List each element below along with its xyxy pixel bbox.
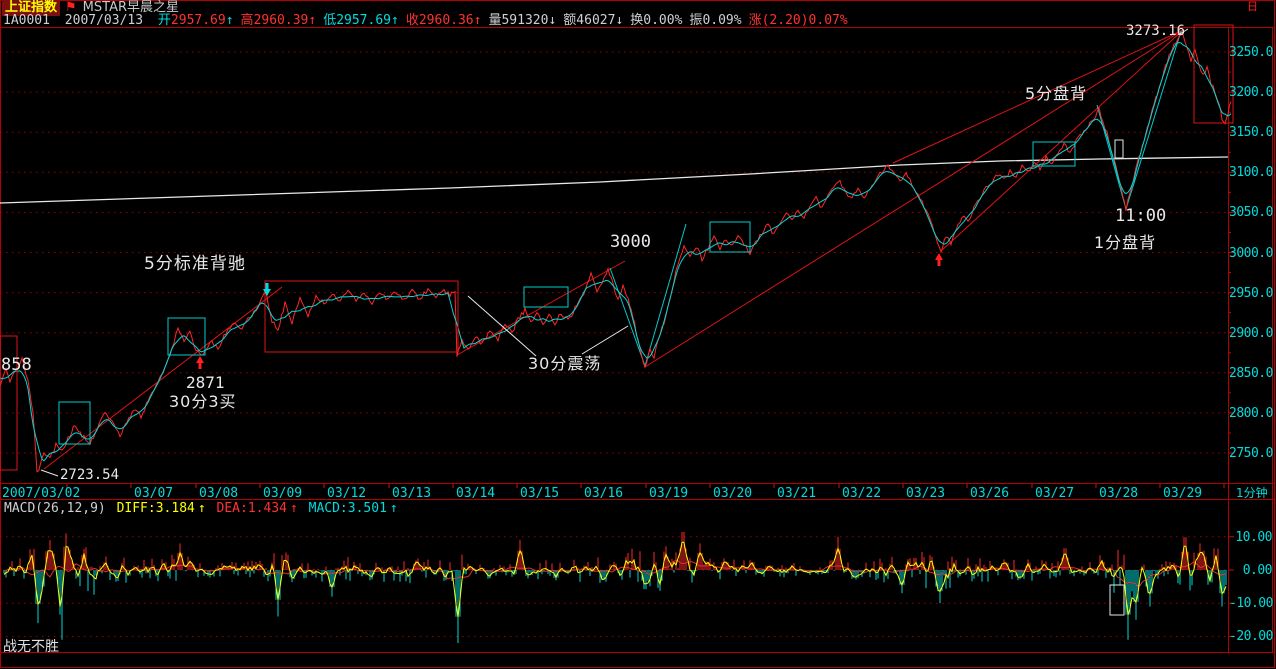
macd-histogram [3,531,1227,643]
symbol-code: 1A0001 [3,13,50,28]
quote-field-amplitude: 振0.09% [689,13,742,28]
down-arrow-icon: ↓ [548,13,557,28]
chart-annotation: 11:00 [1115,206,1167,226]
trend-lines [43,29,1184,470]
down-arrow-icon: ↓ [615,13,624,28]
up-arrow-icon: ↑ [391,13,399,28]
macd-value: MACD:3.501 [308,501,387,516]
annotation-boxes [0,24,1234,616]
up-arrow-icon: ↑ [308,13,317,28]
daily-period-icon[interactable]: 日 [1247,0,1258,13]
price-axis-label: 2900.0 [1229,325,1273,341]
flag-icon: ⚑ [65,0,77,15]
date-axis-label: 03/15 [520,486,560,501]
macd-header: MACD(26,12,9) DIFF:3.184 ↑ DEA:1.434 ↑ MAC… [4,502,401,515]
date-axis-label: 03/28 [1099,486,1139,501]
date-axis-label: 03/16 [584,486,624,501]
date-axis-label: 03/12 [327,486,367,501]
watermark-text: 战无不胜 [3,639,59,655]
price-axis-label: 3150.0 [1229,125,1273,141]
macd-highlight-box [1109,584,1125,616]
symbol-name[interactable]: 上证指数 [2,0,61,16]
macd-axis-label: 0.00 [1242,563,1273,578]
quote-date: 2007/03/13 [64,13,144,28]
macd-diff-value: DIFF:3.184 [116,501,195,516]
date-axis-label: 03/13 [392,486,432,501]
chart-annotation: 3000 [610,232,651,252]
date-axis-label: 03/08 [199,486,239,501]
macd-axis-label: 10.00 [1235,529,1272,545]
date-axis-label: 03/29 [1163,486,1203,501]
macd-indicator-name[interactable]: MACD(26,12,9) [4,501,106,516]
white-ma-line [0,156,1229,204]
price-axis-label: 2850.0 [1229,365,1273,381]
date-axis-label: 03/21 [777,486,817,501]
macd-axis-label: -10.00 [1229,596,1273,612]
dea [4,560,1227,588]
macd-dea-line [4,560,1227,588]
up-arrow-icon: ↑ [225,13,234,28]
macd-up-arrow-icon: ↑ [389,501,398,516]
quote-field-change: 涨(2.20)0.07% [748,13,848,28]
quote-field-low: 低2957.69↑ [323,13,399,28]
price-axis-label: 3050.0 [1229,205,1273,221]
period-label[interactable]: 1分钟 [1236,486,1268,500]
date-axis-label: 03/26 [970,486,1010,501]
price-axis-label: 3000.0 [1229,245,1273,261]
quote-fields: 开2957.69↑ 高2960.39↑ 低2957.69↑ 收2960.36↑ 量591… [151,13,848,28]
price-axis-label: 3100.0 [1229,165,1273,181]
price-cyan [0,41,1232,462]
date-axis-label: 03/22 [842,486,882,501]
dif [3,541,1227,618]
chart-annotation: 858 [1,355,32,375]
pointer-lines [40,28,1189,477]
date-axis-label: 03/09 [263,486,303,501]
date-axis-label: 03/23 [906,486,946,501]
chart-annotation: 5分标准背驰 [144,254,246,274]
date-axis-label: 03/27 [1035,486,1075,501]
price-axis-label: 3200.0 [1229,85,1273,101]
chart-annotation: 5分盘背 [1025,84,1088,103]
date-axis-label: 03/14 [456,486,496,501]
macd-dif-line [3,541,1227,618]
quote-bar: 1A0001 2007/03/13 开2957.69↑ 高2960.39↑ 低295… [3,14,848,27]
quote-field-open: 开2957.69↑ [157,13,234,28]
up-arrow-icon: ↑ [473,13,482,28]
app-title: MSTAR早晨之星 [82,0,179,15]
dea-up-arrow-icon: ↑ [289,501,298,516]
quote-field-amount: 额46027↓ [563,13,624,28]
price-ma-line [0,41,1232,462]
diff-up-arrow-icon: ↑ [197,501,206,516]
quote-field-turnover: 换0.00% [630,13,683,28]
white-ma [0,156,1229,204]
price-axis-label: 3250.0 [1229,45,1273,60]
quote-field-close: 收2960.36↑ [405,13,482,28]
date-axis-label: 03/20 [713,486,753,501]
price-axis-label: 2950.0 [1229,285,1273,301]
chart-annotation: 2871 [186,373,225,392]
chart-annotation: 2723.54 [60,467,120,483]
price-axis-label: 2750.0 [1229,446,1273,461]
chart-annotation: 30分3买 [169,392,237,411]
date-axis-label: 03/07 [134,486,174,501]
quote-field-high: 高2960.39↑ [240,13,317,28]
chart-annotation: 3273.16 [1126,23,1186,39]
chart-annotation: 1分盘背 [1094,233,1157,252]
date-axis-label: 2007/03/02 [2,486,81,501]
macd-dea-value: DEA:1.434 [216,501,287,516]
signal-arrows [196,253,943,369]
quote-field-volume: 量591320↓ [488,13,557,28]
chart-annotation: 30分震荡 [528,354,602,373]
title-bar: 上证指数 ⚑ MSTAR早晨之星 [2,0,179,16]
price-axis-label: 2800.0 [1229,405,1273,421]
date-axis-label: 03/19 [649,486,689,501]
macd-axis-label: -20.00 [1229,629,1273,645]
